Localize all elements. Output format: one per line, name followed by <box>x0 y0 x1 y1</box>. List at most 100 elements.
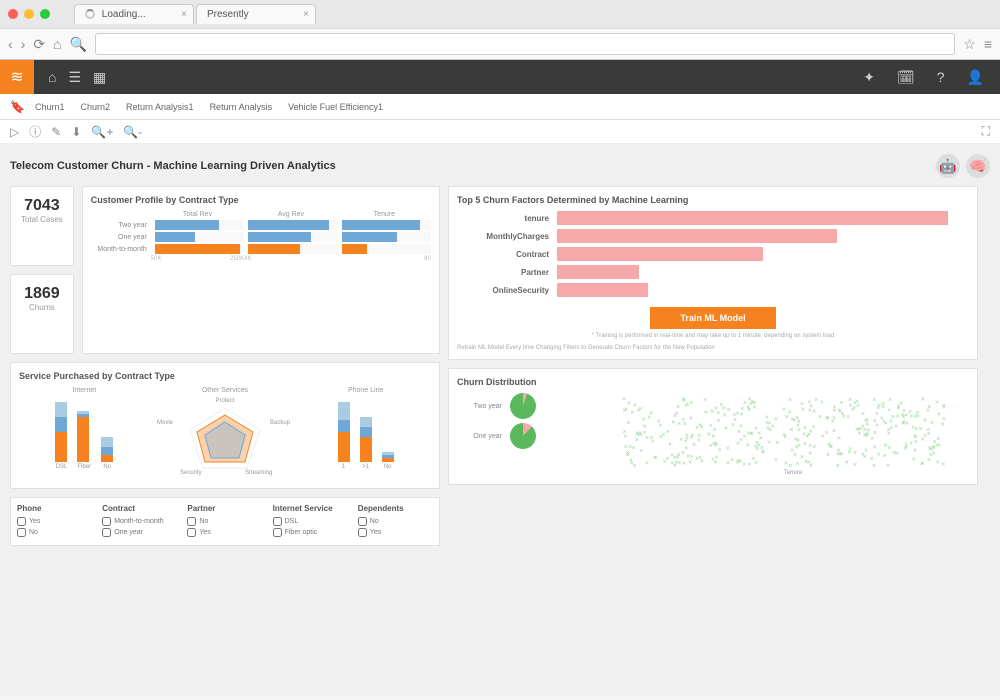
svg-text:×: × <box>829 444 833 451</box>
browser-tab-loading[interactable]: Loading... × <box>74 4 194 24</box>
svg-text:×: × <box>624 407 628 414</box>
edit-icon[interactable]: ✎ <box>51 125 61 139</box>
checkbox[interactable] <box>358 528 367 537</box>
bar <box>342 232 397 242</box>
window-maximize-icon[interactable] <box>40 9 50 19</box>
info-icon[interactable]: ⓘ <box>29 123 41 140</box>
checkbox[interactable] <box>273 528 282 537</box>
nav-item-return1[interactable]: Return Analysis1 <box>126 102 194 112</box>
checkbox[interactable] <box>17 528 26 537</box>
svg-text:×: × <box>887 445 891 452</box>
filter-option[interactable]: Yes <box>358 528 433 537</box>
checkbox[interactable] <box>273 517 282 526</box>
play-icon[interactable]: ▷ <box>10 125 19 139</box>
forward-icon[interactable]: › <box>21 36 26 52</box>
svg-text:×: × <box>645 461 649 468</box>
download-icon[interactable]: ⬇ <box>71 125 81 139</box>
svg-text:×: × <box>647 414 651 421</box>
svg-text:×: × <box>716 410 720 417</box>
customer-profile-card: Customer Profile by Contract Type Total … <box>82 186 440 354</box>
filter-title: Phone <box>17 504 92 513</box>
zoom-out-icon[interactable]: 🔍- <box>123 125 142 139</box>
filter-option[interactable]: Yes <box>17 517 92 526</box>
checkbox[interactable] <box>358 517 367 526</box>
expand-icon[interactable]: ⛶ <box>982 124 990 138</box>
window-minimize-icon[interactable] <box>24 9 34 19</box>
bar <box>248 220 328 230</box>
train-model-button[interactable]: Train ML Model <box>650 307 775 329</box>
checkbox[interactable] <box>187 528 196 537</box>
svg-text:×: × <box>846 414 850 421</box>
home-icon[interactable]: ⌂ <box>53 36 61 52</box>
home-icon[interactable]: ⌂ <box>48 69 56 85</box>
svg-text:×: × <box>752 404 756 411</box>
robot-icon[interactable]: 🤖 <box>936 154 960 178</box>
checkbox[interactable] <box>187 517 196 526</box>
filter-option[interactable]: One year <box>102 528 177 537</box>
grid-icon[interactable]: ▦ <box>93 69 106 86</box>
svg-text:×: × <box>639 448 643 455</box>
svg-text:×: × <box>632 445 636 452</box>
svg-text:×: × <box>673 413 677 420</box>
nav-item-churn2[interactable]: Churn2 <box>80 102 110 112</box>
checkbox[interactable] <box>102 528 111 537</box>
filter-option[interactable]: No <box>358 517 433 526</box>
bookmark-icon[interactable]: 🔖 <box>10 100 25 114</box>
close-icon[interactable]: × <box>303 9 309 20</box>
kpi-value: 1869 <box>21 285 63 303</box>
user-icon[interactable]: 👤 <box>967 69 984 86</box>
back-icon[interactable]: ‹ <box>8 36 13 52</box>
column-header: Tenure <box>338 211 431 218</box>
filter-option[interactable]: Yes <box>187 528 262 537</box>
column-header: Avg Rev <box>244 211 337 218</box>
sparkle-icon[interactable]: ✦ <box>863 69 875 86</box>
menu-icon[interactable]: ≡ <box>984 36 992 52</box>
svg-text:×: × <box>707 432 711 439</box>
bar-label: >1 <box>360 464 372 470</box>
svg-text:×: × <box>853 450 857 457</box>
checkbox[interactable] <box>17 517 26 526</box>
window-close-icon[interactable] <box>8 9 18 19</box>
checkbox[interactable] <box>102 517 111 526</box>
svg-text:×: × <box>716 418 720 425</box>
stacked-bar <box>101 437 113 462</box>
nav-item-churn1[interactable]: Churn1 <box>35 102 65 112</box>
nav-item-return[interactable]: Return Analysis <box>210 102 273 112</box>
kpi-value: 7043 <box>21 197 63 215</box>
svg-text:×: × <box>848 397 852 404</box>
filter-option[interactable]: Month-to-month <box>102 517 177 526</box>
filter-option[interactable]: No <box>187 517 262 526</box>
svg-text:×: × <box>749 431 753 438</box>
action-bar: ▷ ⓘ ✎ ⬇ 🔍+ 🔍- ⛶ <box>0 120 1000 144</box>
url-bar[interactable] <box>95 33 955 55</box>
reload-icon[interactable]: ⟳ <box>33 36 45 53</box>
filter-title: Dependents <box>358 504 433 513</box>
calendar-icon[interactable]: 🗓 <box>897 69 915 86</box>
browser-tab-presently[interactable]: Presently × <box>196 4 316 24</box>
bar-label: No <box>382 464 394 470</box>
svg-text:×: × <box>713 460 717 467</box>
nav-item-fuel[interactable]: Vehicle Fuel Efficiency1 <box>288 102 383 112</box>
filter-option[interactable]: No <box>17 528 92 537</box>
svg-text:×: × <box>626 420 630 427</box>
svg-text:×: × <box>761 449 765 456</box>
zoom-in-icon[interactable]: 🔍+ <box>91 125 113 139</box>
close-icon[interactable]: × <box>181 9 187 20</box>
svg-text:×: × <box>796 461 800 468</box>
filter-option[interactable]: Fiber optic <box>273 528 348 537</box>
churn-distribution-card: Churn Distribution Two yearOne year ××××… <box>448 368 978 485</box>
row-label: Two year <box>91 222 151 229</box>
star-icon[interactable]: ☆ <box>963 36 976 53</box>
help-icon[interactable]: ? <box>937 69 945 86</box>
app-logo-icon[interactable]: ≋ <box>0 60 34 94</box>
filter-group: Phone Yes No <box>17 504 92 539</box>
list-icon[interactable]: ☰ <box>68 69 81 86</box>
bar <box>155 244 240 254</box>
svg-text:×: × <box>873 444 877 451</box>
filter-option[interactable]: DSL <box>273 517 348 526</box>
svg-text:×: × <box>863 454 867 461</box>
filter-title: Partner <box>187 504 262 513</box>
svg-text:×: × <box>915 410 919 417</box>
brain-icon[interactable]: 🧠 <box>966 154 990 178</box>
svg-text:×: × <box>774 457 778 464</box>
